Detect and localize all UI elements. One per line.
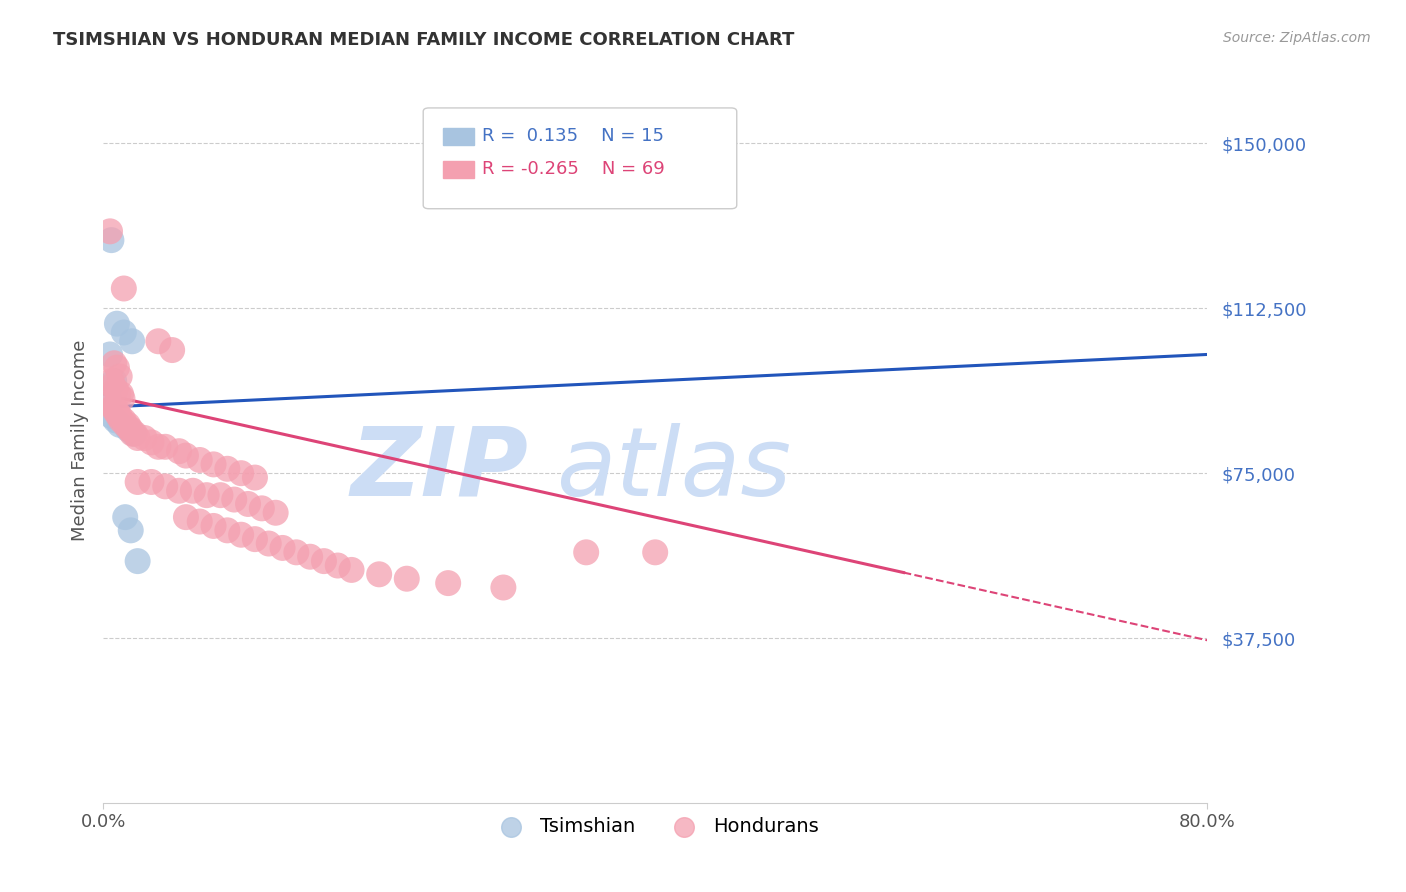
Point <box>103 374 125 388</box>
Point <box>127 431 149 445</box>
Point <box>101 401 124 415</box>
Point <box>437 576 460 591</box>
Point <box>644 545 666 559</box>
Point <box>112 413 135 427</box>
Point <box>250 501 273 516</box>
Point <box>101 378 124 392</box>
Point <box>120 422 142 436</box>
Point <box>108 409 131 423</box>
Point <box>105 404 128 418</box>
Point <box>285 545 308 559</box>
Point <box>202 519 225 533</box>
Point <box>202 458 225 472</box>
Point <box>121 426 143 441</box>
Point <box>209 488 232 502</box>
Point <box>340 563 363 577</box>
Point <box>195 488 218 502</box>
Point <box>134 431 156 445</box>
Point <box>100 396 122 410</box>
Point <box>188 453 211 467</box>
Point <box>111 392 134 406</box>
Point <box>127 554 149 568</box>
Point <box>231 466 253 480</box>
Point <box>112 281 135 295</box>
Point <box>97 392 120 406</box>
Point <box>121 334 143 349</box>
Point <box>98 347 121 361</box>
Point <box>141 475 163 489</box>
Point <box>110 387 132 401</box>
Point <box>236 497 259 511</box>
Point <box>98 224 121 238</box>
Point <box>271 541 294 555</box>
Point <box>395 572 418 586</box>
Point <box>108 417 131 432</box>
Text: Source: ZipAtlas.com: Source: ZipAtlas.com <box>1223 31 1371 45</box>
Point <box>492 581 515 595</box>
Point <box>120 524 142 538</box>
Point <box>243 532 266 546</box>
Point <box>181 483 204 498</box>
Point <box>112 326 135 340</box>
Point <box>127 475 149 489</box>
Point <box>217 462 239 476</box>
Text: atlas: atlas <box>555 423 790 516</box>
Point <box>368 567 391 582</box>
Point <box>108 369 131 384</box>
Text: R = -0.265    N = 69: R = -0.265 N = 69 <box>482 160 665 178</box>
Point <box>103 356 125 370</box>
Point <box>167 444 190 458</box>
Point <box>104 413 127 427</box>
Point <box>117 417 139 432</box>
Point <box>117 422 139 436</box>
Text: ZIP: ZIP <box>350 423 529 516</box>
Point <box>118 422 141 436</box>
Point <box>105 360 128 375</box>
Text: R =  0.135    N = 15: R = 0.135 N = 15 <box>482 127 664 145</box>
Point <box>104 383 127 397</box>
Point <box>110 413 132 427</box>
Point <box>231 527 253 541</box>
Point <box>174 510 197 524</box>
Point <box>312 554 335 568</box>
Point <box>100 409 122 423</box>
Point <box>107 409 129 423</box>
Point <box>107 387 129 401</box>
Legend: Tsimshian, Hondurans: Tsimshian, Hondurans <box>484 809 827 844</box>
Point <box>160 343 183 357</box>
Point <box>103 401 125 415</box>
Point <box>155 440 177 454</box>
Point <box>105 317 128 331</box>
Point <box>155 479 177 493</box>
Point <box>124 426 146 441</box>
Y-axis label: Median Family Income: Median Family Income <box>72 340 89 541</box>
Point <box>114 510 136 524</box>
Point <box>167 483 190 498</box>
Point <box>326 558 349 573</box>
Point <box>224 492 246 507</box>
Point <box>114 417 136 432</box>
Point <box>122 426 145 441</box>
Point <box>217 524 239 538</box>
Point <box>299 549 322 564</box>
Point <box>174 449 197 463</box>
Point <box>100 374 122 388</box>
Text: TSIMSHIAN VS HONDURAN MEDIAN FAMILY INCOME CORRELATION CHART: TSIMSHIAN VS HONDURAN MEDIAN FAMILY INCO… <box>53 31 794 49</box>
Point <box>264 506 287 520</box>
Point <box>100 233 122 247</box>
Point <box>257 536 280 550</box>
Point <box>188 515 211 529</box>
Point <box>104 404 127 418</box>
Point <box>148 440 170 454</box>
Point <box>141 435 163 450</box>
Point <box>243 470 266 484</box>
Point <box>575 545 598 559</box>
Point <box>148 334 170 349</box>
